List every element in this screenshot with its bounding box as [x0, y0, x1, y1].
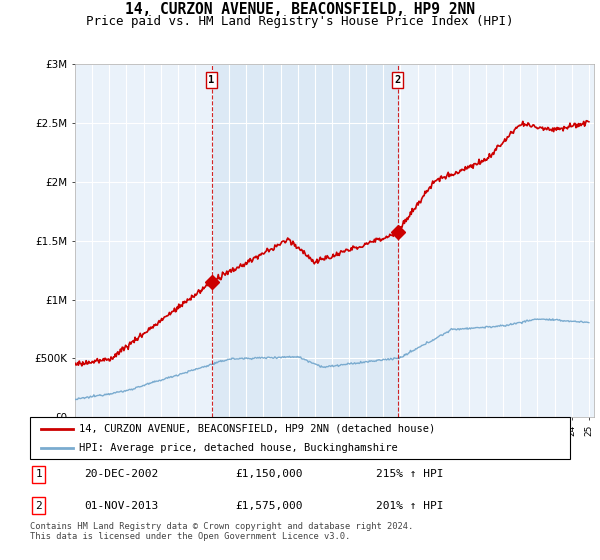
Text: 1: 1	[208, 75, 215, 85]
Text: 20-DEC-2002: 20-DEC-2002	[84, 469, 158, 479]
Text: 1: 1	[35, 469, 42, 479]
Text: 14, CURZON AVENUE, BEACONSFIELD, HP9 2NN: 14, CURZON AVENUE, BEACONSFIELD, HP9 2NN	[125, 2, 475, 17]
Text: 14, CURZON AVENUE, BEACONSFIELD, HP9 2NN (detached house): 14, CURZON AVENUE, BEACONSFIELD, HP9 2NN…	[79, 423, 435, 433]
Text: Contains HM Land Registry data © Crown copyright and database right 2024.
This d: Contains HM Land Registry data © Crown c…	[30, 522, 413, 542]
Text: 01-NOV-2013: 01-NOV-2013	[84, 501, 158, 511]
FancyBboxPatch shape	[30, 417, 570, 459]
Text: £1,150,000: £1,150,000	[235, 469, 303, 479]
Text: 201% ↑ HPI: 201% ↑ HPI	[376, 501, 443, 511]
Text: 2: 2	[394, 75, 401, 85]
Text: HPI: Average price, detached house, Buckinghamshire: HPI: Average price, detached house, Buck…	[79, 443, 397, 453]
Text: 2: 2	[35, 501, 42, 511]
Text: £1,575,000: £1,575,000	[235, 501, 303, 511]
Text: Price paid vs. HM Land Registry's House Price Index (HPI): Price paid vs. HM Land Registry's House …	[86, 15, 514, 27]
Bar	[212, 64, 398, 417]
Text: 215% ↑ HPI: 215% ↑ HPI	[376, 469, 443, 479]
